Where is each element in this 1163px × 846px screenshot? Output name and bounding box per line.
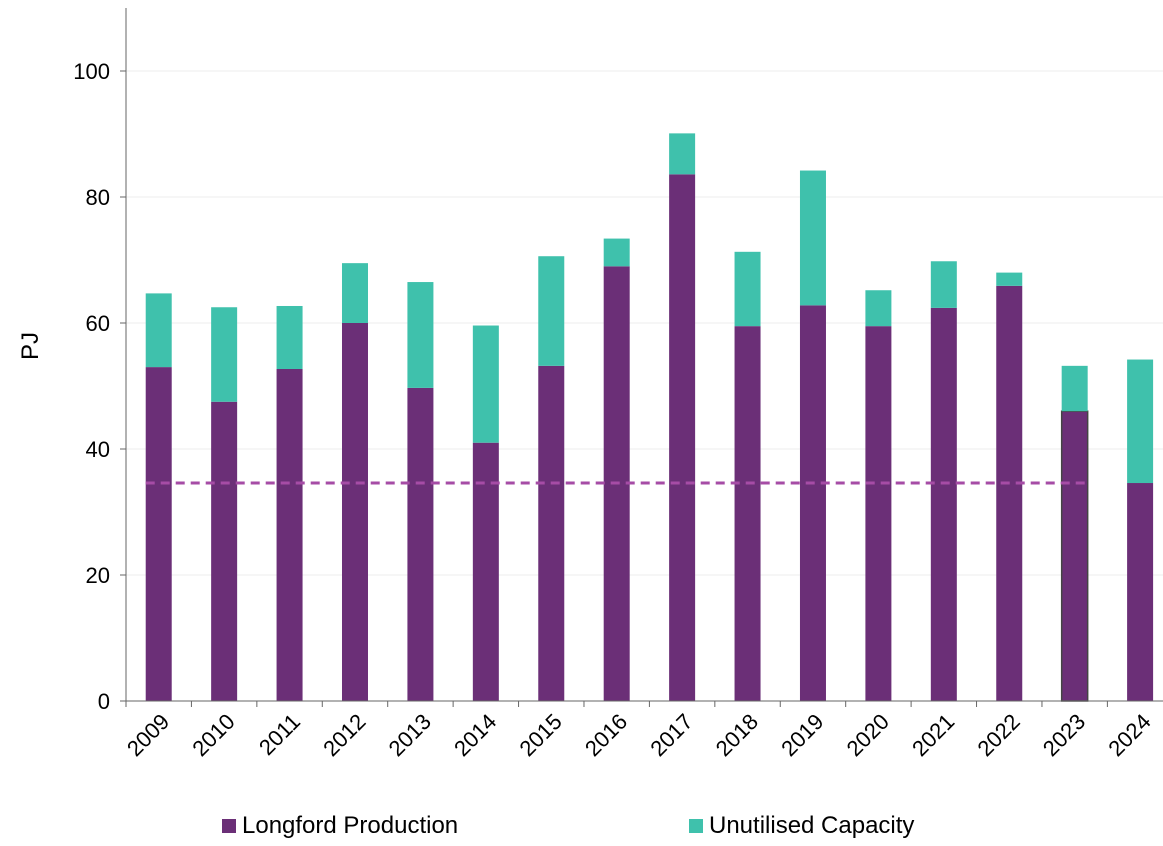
x-tick-label-2024: 2024 [1103,709,1155,761]
x-tick-label-2020: 2020 [842,709,894,761]
y-tick-label-40: 40 [86,437,110,462]
bar-unutilised-2014 [472,325,499,443]
x-tick-label-2018: 2018 [711,709,763,761]
x-tick-label-2015: 2015 [515,709,567,761]
y-tick-label-20: 20 [86,563,110,588]
legend-item-unutilised: Unutilised Capacity [689,812,914,840]
bar-unutilised-2010 [211,307,238,402]
x-tick-label-2011: 2011 [254,709,305,760]
bar-unutilised-2015 [538,256,565,366]
legend-label-production: Longford Production [242,812,459,839]
legend-swatch-unutilised [689,819,703,833]
x-tick-label-2017: 2017 [645,709,697,761]
bar-production-2018 [734,326,761,701]
bar-production-2013 [407,387,434,701]
bar-unutilised-2023 [1061,365,1088,412]
legend: Longford Production Unutilised Capacity [0,812,1163,846]
bar-unutilised-2017 [669,133,696,175]
y-tick-label-80: 80 [86,185,110,210]
bar-production-2017 [669,174,696,701]
legend-swatch-production [222,819,236,833]
bar-production-2024 [1127,483,1154,701]
x-tick-label-2010: 2010 [187,709,239,761]
bar-unutilised-2012 [341,263,368,323]
x-tick-label-2012: 2012 [318,709,370,761]
bar-production-2023 [1060,410,1089,702]
y-tick-label-100: 100 [73,59,110,84]
bar-production-2021 [930,307,957,701]
legend-item-production: Longford Production [222,812,458,840]
bar-unutilised-2016 [603,238,630,267]
bar-unutilised-2021 [930,261,957,308]
y-axis-title: PJ [17,332,44,360]
bar-unutilised-2011 [276,305,303,369]
bar-production-2014 [472,442,499,701]
bar-production-2019 [799,305,826,701]
bar-production-2011 [276,368,303,701]
bar-unutilised-2013 [407,282,434,388]
x-tick-label-2013: 2013 [384,709,436,761]
bar-unutilised-2019 [799,170,826,306]
x-tick-label-2019: 2019 [776,709,828,761]
bar-production-2020 [865,326,892,701]
bar-production-2010 [211,401,238,701]
bars [145,133,1154,702]
bar-production-2022 [996,285,1023,701]
x-tick-label-2023: 2023 [1038,709,1090,761]
bar-unutilised-2009 [145,293,172,368]
x-tick-label-2009: 2009 [122,709,174,761]
bar-unutilised-2022 [996,272,1023,286]
bar-production-2015 [538,365,565,701]
x-tick-label-2021: 2021 [907,709,959,761]
bar-unutilised-2020 [865,290,892,327]
y-tick-label-60: 60 [86,311,110,336]
x-tick-label-2016: 2016 [580,709,632,761]
bar-production-2009 [145,367,172,701]
y-tick-label-0: 0 [98,689,110,714]
x-tick-label-2022: 2022 [972,709,1024,761]
x-tick-label-2014: 2014 [449,709,501,761]
bar-unutilised-2018 [734,251,761,327]
bar-production-2012 [341,323,368,701]
bar-unutilised-2024 [1127,359,1154,484]
legend-label-unutilised: Unutilised Capacity [709,812,915,839]
